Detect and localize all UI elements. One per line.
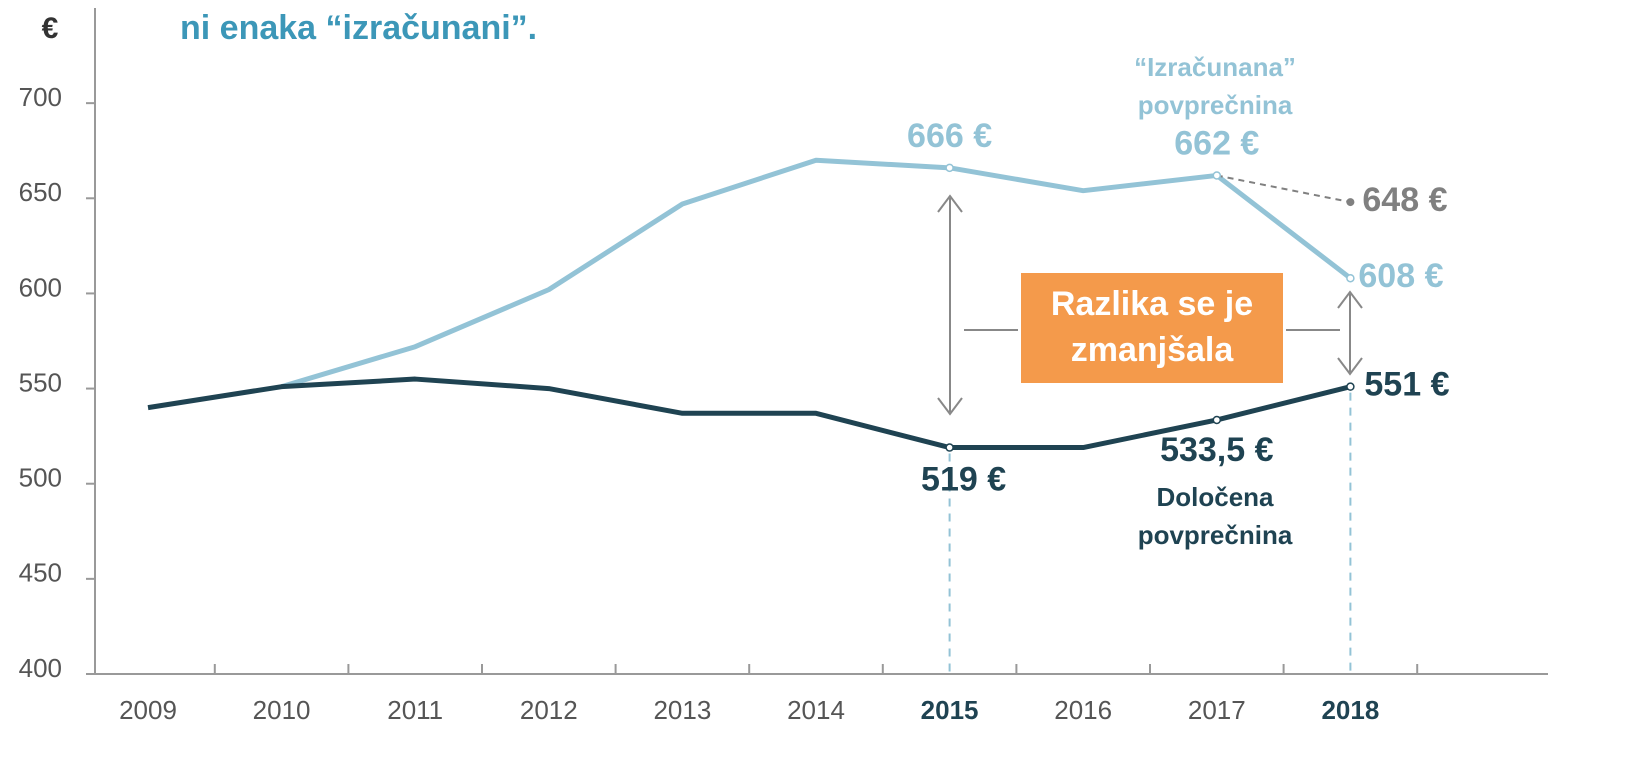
- arrow-head: [937, 397, 963, 416]
- x-tick-label: 2014: [787, 695, 845, 725]
- x-tick-label: 2012: [520, 695, 578, 725]
- value-label: 533,5 €: [1160, 431, 1274, 469]
- arrow-head: [1337, 357, 1363, 376]
- series-label: Določena povprečnina: [1137, 482, 1293, 550]
- point: [1212, 171, 1222, 180]
- point: [1346, 382, 1355, 391]
- y-tick-label: 400: [19, 653, 62, 683]
- arrow-head: [937, 194, 963, 213]
- point: [945, 443, 954, 452]
- value-label: 666 €: [907, 117, 992, 155]
- y-tick-label: 700: [19, 82, 62, 112]
- x-tick-label: 2011: [387, 695, 443, 725]
- y-tick-label: 650: [19, 177, 62, 207]
- x-tick-label: 2017: [1188, 695, 1246, 725]
- difference-markers: [937, 194, 1363, 416]
- x-tick-label: 2010: [253, 695, 311, 725]
- value-label: 519 €: [921, 461, 1006, 499]
- y-unit: €: [42, 12, 59, 45]
- annotation: Razlika se je zmanjšala: [1021, 281, 1283, 373]
- series-label: “Izračunana” povprečnina: [1134, 52, 1296, 120]
- y-tick-label: 500: [19, 463, 62, 493]
- x-tick-label: 2016: [1054, 695, 1112, 725]
- series-line: [1216, 174, 1351, 204]
- value-label: 648 €: [1362, 181, 1447, 219]
- value-label: 662 €: [1174, 124, 1259, 162]
- value-label: 608 €: [1358, 257, 1443, 295]
- chart-title: ni enaka “izračunani”.: [180, 9, 537, 47]
- point: [1346, 198, 1355, 207]
- point: [945, 163, 954, 173]
- value-label: 551 €: [1364, 366, 1449, 404]
- x-tick-label: 2018: [1321, 695, 1379, 725]
- x-tick-label: 2009: [119, 695, 177, 725]
- y-tick-label: 450: [19, 558, 62, 588]
- y-tick-label: 600: [19, 272, 62, 302]
- annotation-text: Razlika se je zmanjšala: [1050, 285, 1254, 369]
- x-tick-label: 2013: [653, 695, 711, 725]
- point: [1346, 273, 1355, 283]
- series-line: [280, 157, 1352, 390]
- point: [1212, 415, 1222, 425]
- arrow-head: [1337, 290, 1363, 309]
- y-tick-label: 550: [19, 367, 62, 397]
- x-tick-label: 2015: [921, 695, 979, 725]
- series-line: [147, 376, 1352, 451]
- annotation-box: [1021, 273, 1283, 383]
